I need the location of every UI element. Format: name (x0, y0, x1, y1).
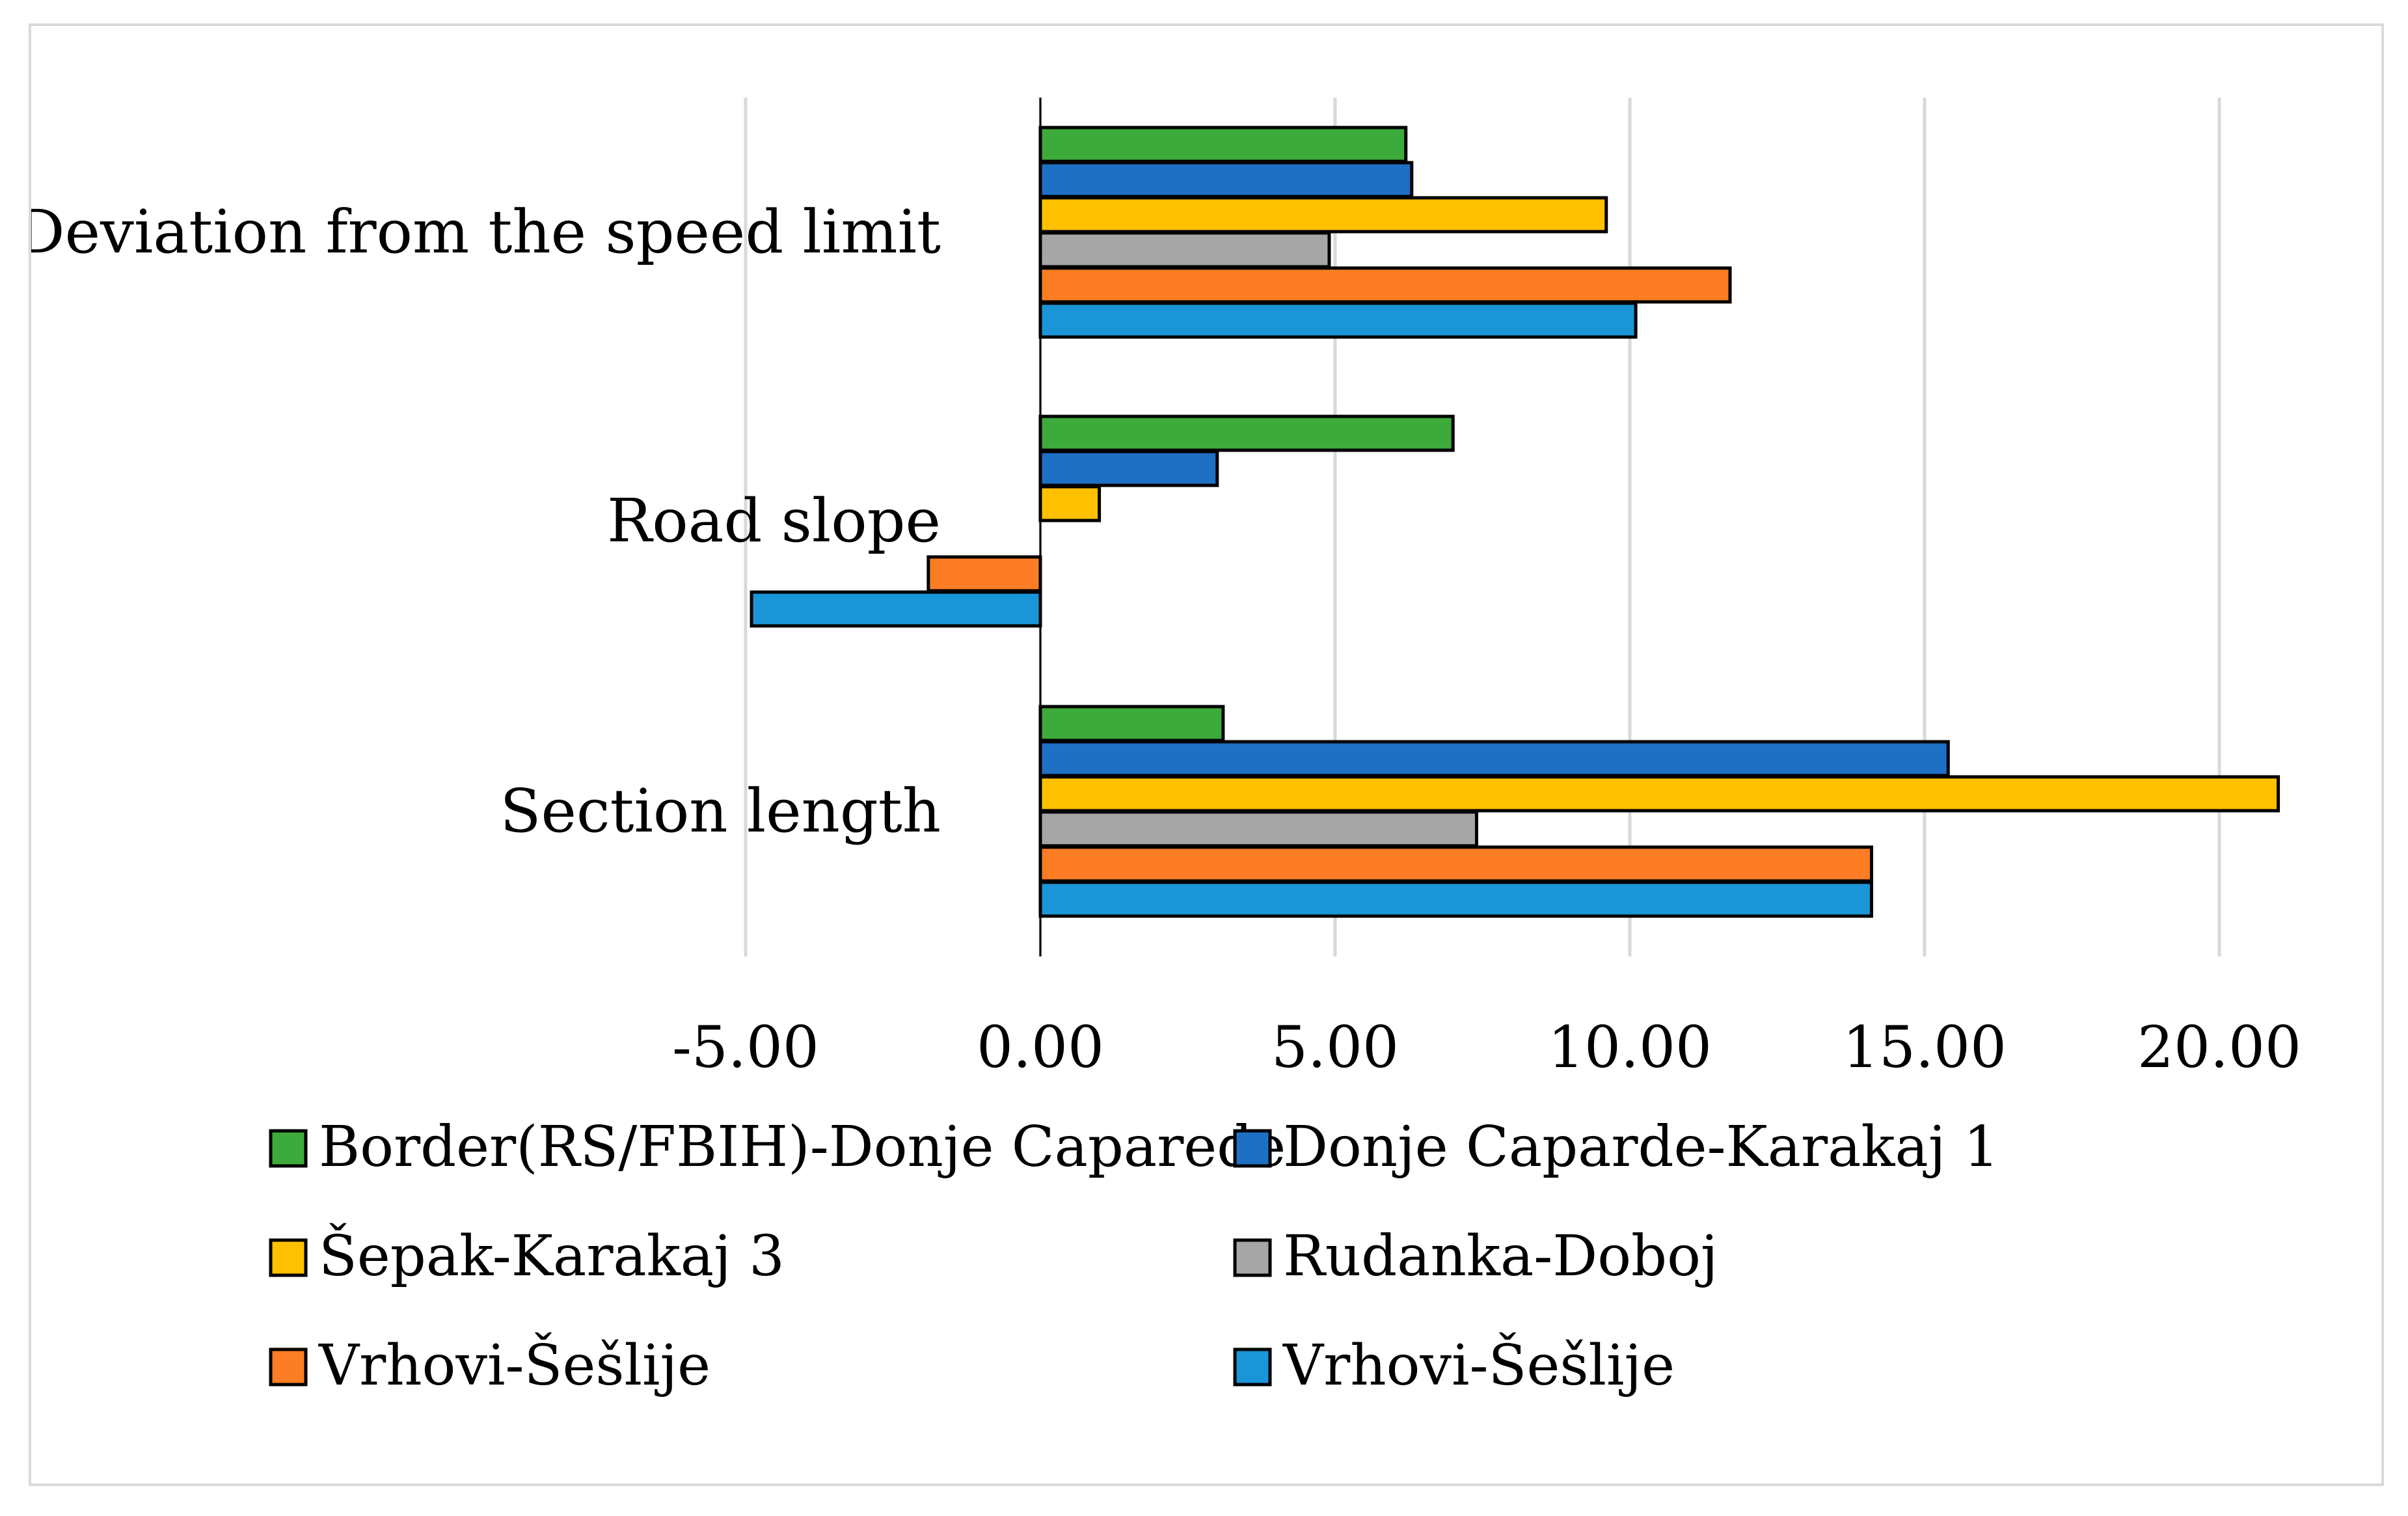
legend-label-2: Šepak-Karakaj 3 (319, 1223, 785, 1289)
bar-deviation-from-the-speed-limit-series-4 (1038, 266, 1732, 304)
category-label-deviation-from-the-speed-limit: Deviation from the speed limit (31, 197, 941, 267)
legend-label-0: Border(RS/FBIH)-Donje Caparede (319, 1115, 1286, 1180)
bar-deviation-from-the-speed-limit-series-1 (1038, 161, 1414, 198)
bar-section-length-series-2 (1038, 775, 2280, 813)
chart-frame: Deviation from the speed limit Road slope… (29, 23, 2384, 1486)
legend-swatch-0 (269, 1129, 308, 1168)
bar-section-length-series-3 (1038, 810, 1478, 848)
bar-road-slope-series-4 (927, 555, 1042, 593)
tick-label-2: 5.00 (1271, 1014, 1399, 1081)
bar-road-slope-series-0 (1038, 414, 1455, 452)
category-label-section-length: Section length (500, 776, 941, 846)
category-label-road-slope: Road slope (607, 486, 941, 556)
bar-road-slope-series-1 (1038, 450, 1219, 487)
bar-road-slope-series-2 (1038, 485, 1102, 522)
legend-label-4: Vrhovi-Šešlije (318, 1333, 710, 1398)
bar-deviation-from-the-speed-limit-series-0 (1038, 126, 1408, 163)
legend-swatch-1 (1233, 1129, 1272, 1168)
legend-swatch-2 (269, 1238, 308, 1277)
legend-label-1: Donje Caparde-Karakaj 1 (1283, 1115, 1999, 1180)
category-labels: Deviation from the speed limit Road slope… (31, 197, 941, 846)
legend-label-3: Rudanka-Doboj (1283, 1224, 1718, 1289)
bars (750, 126, 2280, 918)
bar-road-slope-series-5 (750, 590, 1042, 628)
legend-swatch-3 (1233, 1238, 1272, 1277)
bar-section-length-series-1 (1038, 740, 1950, 778)
legend-label-5: Vrhovi-Šešlije (1282, 1333, 1675, 1398)
bar-deviation-from-the-speed-limit-series-5 (1038, 301, 1638, 339)
tick-labels: -5.00 0.00 5.00 10.00 15.00 20.00 (672, 1014, 2301, 1081)
tick-label-3: 10.00 (1548, 1014, 1712, 1081)
tick-label-1: 0.00 (977, 1014, 1104, 1081)
tick-label-5: 20.00 (2137, 1014, 2301, 1081)
legend-swatch-5 (1233, 1347, 1272, 1387)
bar-section-length-series-4 (1038, 845, 1873, 883)
tick-label-4: 15.00 (1843, 1014, 2007, 1081)
tick-label-0: -5.00 (672, 1014, 819, 1081)
bar-section-length-series-5 (1038, 880, 1873, 918)
bar-deviation-from-the-speed-limit-series-2 (1038, 196, 1608, 234)
bar-chart: Deviation from the speed limit Road slope… (31, 98, 2301, 1398)
bar-section-length-series-0 (1038, 705, 1225, 742)
legend-swatch-4 (269, 1347, 308, 1387)
bar-deviation-from-the-speed-limit-series-3 (1038, 231, 1331, 269)
